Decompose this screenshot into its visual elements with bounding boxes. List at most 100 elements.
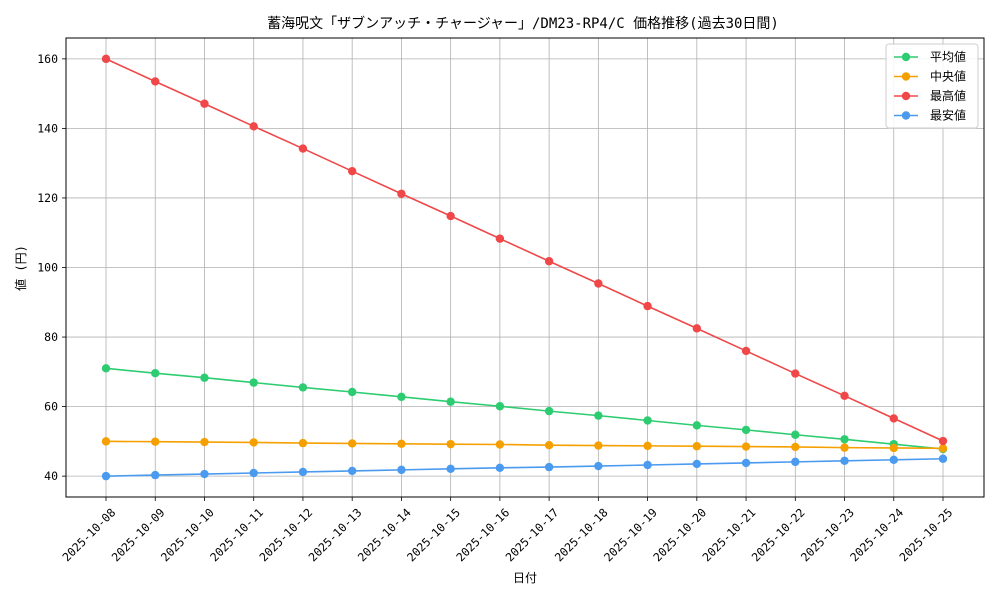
legend-item: 中央値 <box>894 69 966 84</box>
legend-box <box>885 43 979 129</box>
data-point <box>791 457 800 467</box>
data-point <box>594 279 603 288</box>
data-point <box>446 397 455 406</box>
y-tick-label: 40 <box>44 469 58 483</box>
data-point <box>495 402 505 411</box>
data-point <box>446 439 455 449</box>
data-point <box>692 421 702 430</box>
grid <box>66 38 984 497</box>
data-point <box>151 369 160 378</box>
chart-title: 蓄海呪文「ザブンアッチ・チャージャー」/DM23-RP4/C 価格推移(過去30… <box>267 15 779 32</box>
data-point <box>594 411 603 420</box>
y-tick-label: 100 <box>37 261 58 275</box>
data-point <box>889 455 898 464</box>
series-1 <box>101 364 948 454</box>
y-tick-label: 120 <box>37 191 58 205</box>
data-point <box>840 443 849 452</box>
series-line <box>105 440 944 450</box>
data-point <box>938 444 948 453</box>
data-point <box>544 257 554 266</box>
data-point <box>446 211 455 221</box>
data-point <box>151 437 160 446</box>
legend-label: 最高値 <box>930 88 966 103</box>
x-axis-label: 日付 <box>513 571 537 585</box>
data-point <box>397 439 406 448</box>
data-point <box>594 441 603 450</box>
series-group <box>101 54 948 481</box>
data-point <box>544 440 554 450</box>
data-point <box>200 99 209 108</box>
data-point <box>495 234 505 243</box>
data-point <box>101 471 111 481</box>
series-line <box>105 457 944 477</box>
data-point <box>249 468 258 478</box>
legend-swatch-marker <box>901 111 911 120</box>
data-point <box>938 436 948 446</box>
data-point <box>347 439 357 448</box>
data-point <box>791 369 800 378</box>
data-point <box>741 425 751 435</box>
data-point <box>200 437 209 447</box>
data-point <box>791 442 800 452</box>
legend-label: 中央値 <box>930 69 966 84</box>
y-tick-label: 80 <box>44 330 58 344</box>
data-point <box>692 459 702 469</box>
data-point <box>397 189 406 198</box>
y-axis-label: 値 (円) <box>13 245 28 291</box>
data-point <box>544 462 554 472</box>
data-point <box>840 435 849 444</box>
series-2 <box>101 437 948 453</box>
legend-label: 平均値 <box>930 49 966 64</box>
data-point <box>151 77 160 86</box>
data-point <box>741 346 751 356</box>
data-point <box>938 454 948 463</box>
series-3 <box>101 54 948 446</box>
legend-label: 最安値 <box>930 108 966 123</box>
data-point <box>643 460 652 470</box>
legend-swatch-marker <box>901 72 911 81</box>
data-point <box>101 54 111 64</box>
y-tick-label: 160 <box>37 52 58 66</box>
data-point <box>298 467 308 477</box>
data-point <box>692 324 702 333</box>
data-point <box>298 144 308 153</box>
data-point <box>544 406 554 416</box>
legend-swatch-marker <box>901 91 911 101</box>
data-point <box>643 441 652 451</box>
data-point <box>347 166 357 176</box>
y-tick-label: 60 <box>44 400 58 414</box>
data-point <box>643 301 652 311</box>
data-point <box>889 443 898 453</box>
y-axis-ticks: 40 60 80 100 120 140 160 <box>37 52 66 483</box>
data-point <box>840 456 849 466</box>
data-point <box>594 461 603 471</box>
data-point <box>298 383 308 392</box>
data-point <box>495 440 505 449</box>
data-point <box>249 378 258 387</box>
data-point <box>101 364 111 373</box>
data-point <box>249 438 258 447</box>
data-point <box>397 465 406 475</box>
data-point <box>446 464 455 474</box>
series-line <box>105 58 944 442</box>
data-point <box>347 387 357 397</box>
data-point <box>692 442 702 451</box>
legend-swatch-marker <box>901 52 911 62</box>
data-point <box>101 437 111 446</box>
x-tick-label: 2025-10-25 <box>896 505 955 564</box>
data-point <box>249 122 258 131</box>
series-4 <box>101 454 948 481</box>
data-point <box>200 373 209 382</box>
data-point <box>791 430 800 439</box>
data-point <box>151 470 160 480</box>
data-point <box>741 442 751 451</box>
y-tick-label: 140 <box>37 121 58 135</box>
data-point <box>347 466 357 476</box>
legend-item: 平均値 <box>894 49 966 64</box>
data-point <box>200 469 209 479</box>
x-axis-ticks: 2025-10-082025-10-092025-10-102025-10-11… <box>59 497 955 564</box>
data-point <box>840 391 849 401</box>
data-point <box>741 458 751 468</box>
